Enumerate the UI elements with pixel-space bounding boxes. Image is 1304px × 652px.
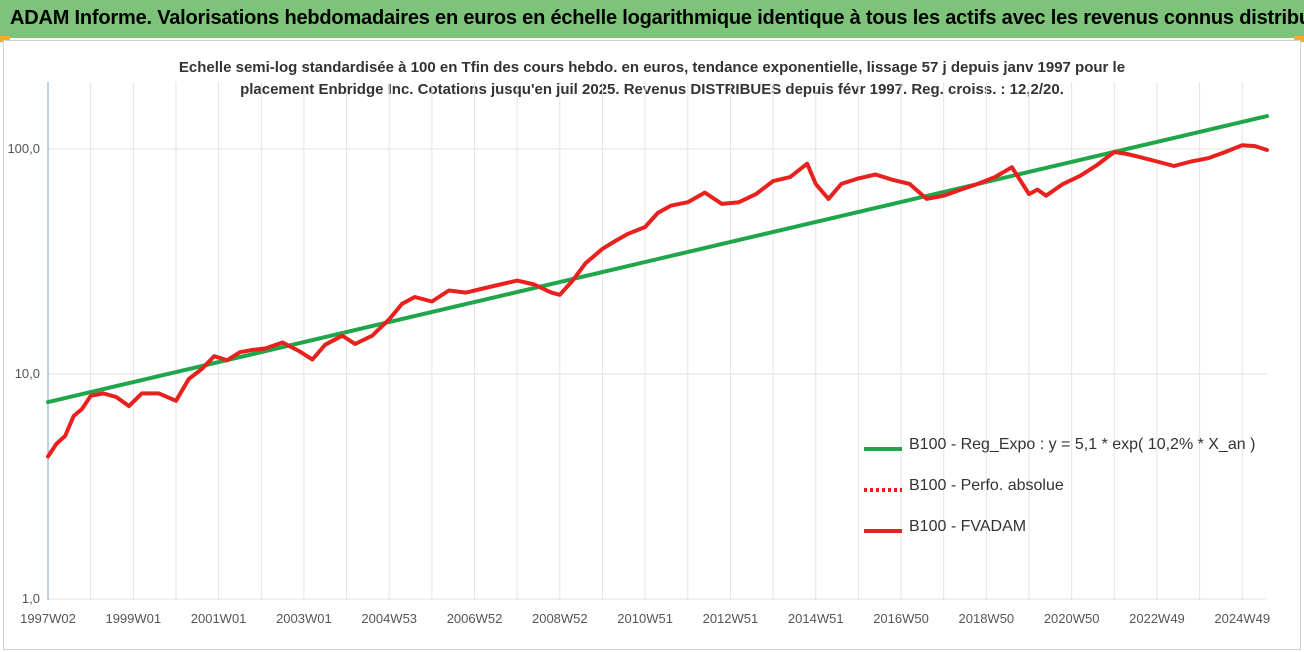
- y-tick-labels: 1,0 10,0 100,0: [7, 141, 40, 606]
- legend-label-fvadam: B100 - FVADAM: [909, 518, 1027, 535]
- chart-legend: B100 - Reg_Expo : y = 5,1 * exp( 10,2% *…: [862, 436, 1262, 559]
- x-tick-label: 2004W53: [361, 611, 417, 626]
- legend-item-absolute: B100 - Perfo. absolue: [862, 477, 1262, 518]
- x-tick-label: 2010W51: [617, 611, 673, 626]
- chart-title-line-1: Echelle semi-log standardisée à 100 en T…: [178, 59, 1126, 76]
- horizontal-gridlines: [48, 148, 1267, 600]
- legend-swatch-fvadam: [864, 529, 902, 533]
- corner-marker-right: [1294, 36, 1304, 42]
- report-title: ADAM Informe. Valorisations hebdomadaire…: [10, 7, 1304, 29]
- corner-marker-left: [0, 36, 10, 42]
- report-banner: ADAM Informe. Valorisations hebdomadaire…: [0, 0, 1304, 38]
- legend-label-trend: B100 - Reg_Expo : y = 5,1 * exp( 10,2% *…: [909, 436, 1256, 453]
- y-tick-label: 1,0: [22, 591, 40, 606]
- vertical-gridlines: [90, 82, 1243, 600]
- chart-frame: [3, 40, 1301, 650]
- legend-swatch-absolute: [864, 488, 902, 492]
- series-layer: [46, 114, 1269, 459]
- x-tick-label: 2018W50: [959, 611, 1015, 626]
- x-tick-label: 2003W01: [276, 611, 332, 626]
- trend-line: [46, 114, 1269, 405]
- x-tick-label: 2022W49: [1129, 611, 1185, 626]
- x-tick-labels: 1997W02 1999W01 2001W01 2003W01 2004W53 2006W…: [20, 611, 1270, 626]
- x-tick-label: 2020W50: [1044, 611, 1100, 626]
- x-tick-label: 2001W01: [191, 611, 247, 626]
- x-tick-label: 2008W52: [532, 611, 588, 626]
- legend-item-trend: B100 - Reg_Expo : y = 5,1 * exp( 10,2% *…: [862, 436, 1262, 477]
- legend-swatch-trend: [864, 447, 902, 451]
- x-tick-label: 2012W51: [703, 611, 759, 626]
- legend-label-absolute: B100 - Perfo. absolue: [909, 477, 1064, 494]
- y-tick-label: 100,0: [7, 141, 40, 156]
- x-tick-label: 2016W50: [873, 611, 929, 626]
- fvadam-line: [46, 143, 1269, 459]
- x-tick-label: 1997W02: [20, 611, 76, 626]
- x-tick-label: 2006W52: [447, 611, 503, 626]
- x-tick-label: 1999W01: [105, 611, 161, 626]
- y-tick-label: 10,0: [15, 366, 40, 381]
- legend-item-fvadam: B100 - FVADAM: [862, 518, 1262, 559]
- x-tick-label: 2014W51: [788, 611, 844, 626]
- x-tick-label: 2024W49: [1214, 611, 1270, 626]
